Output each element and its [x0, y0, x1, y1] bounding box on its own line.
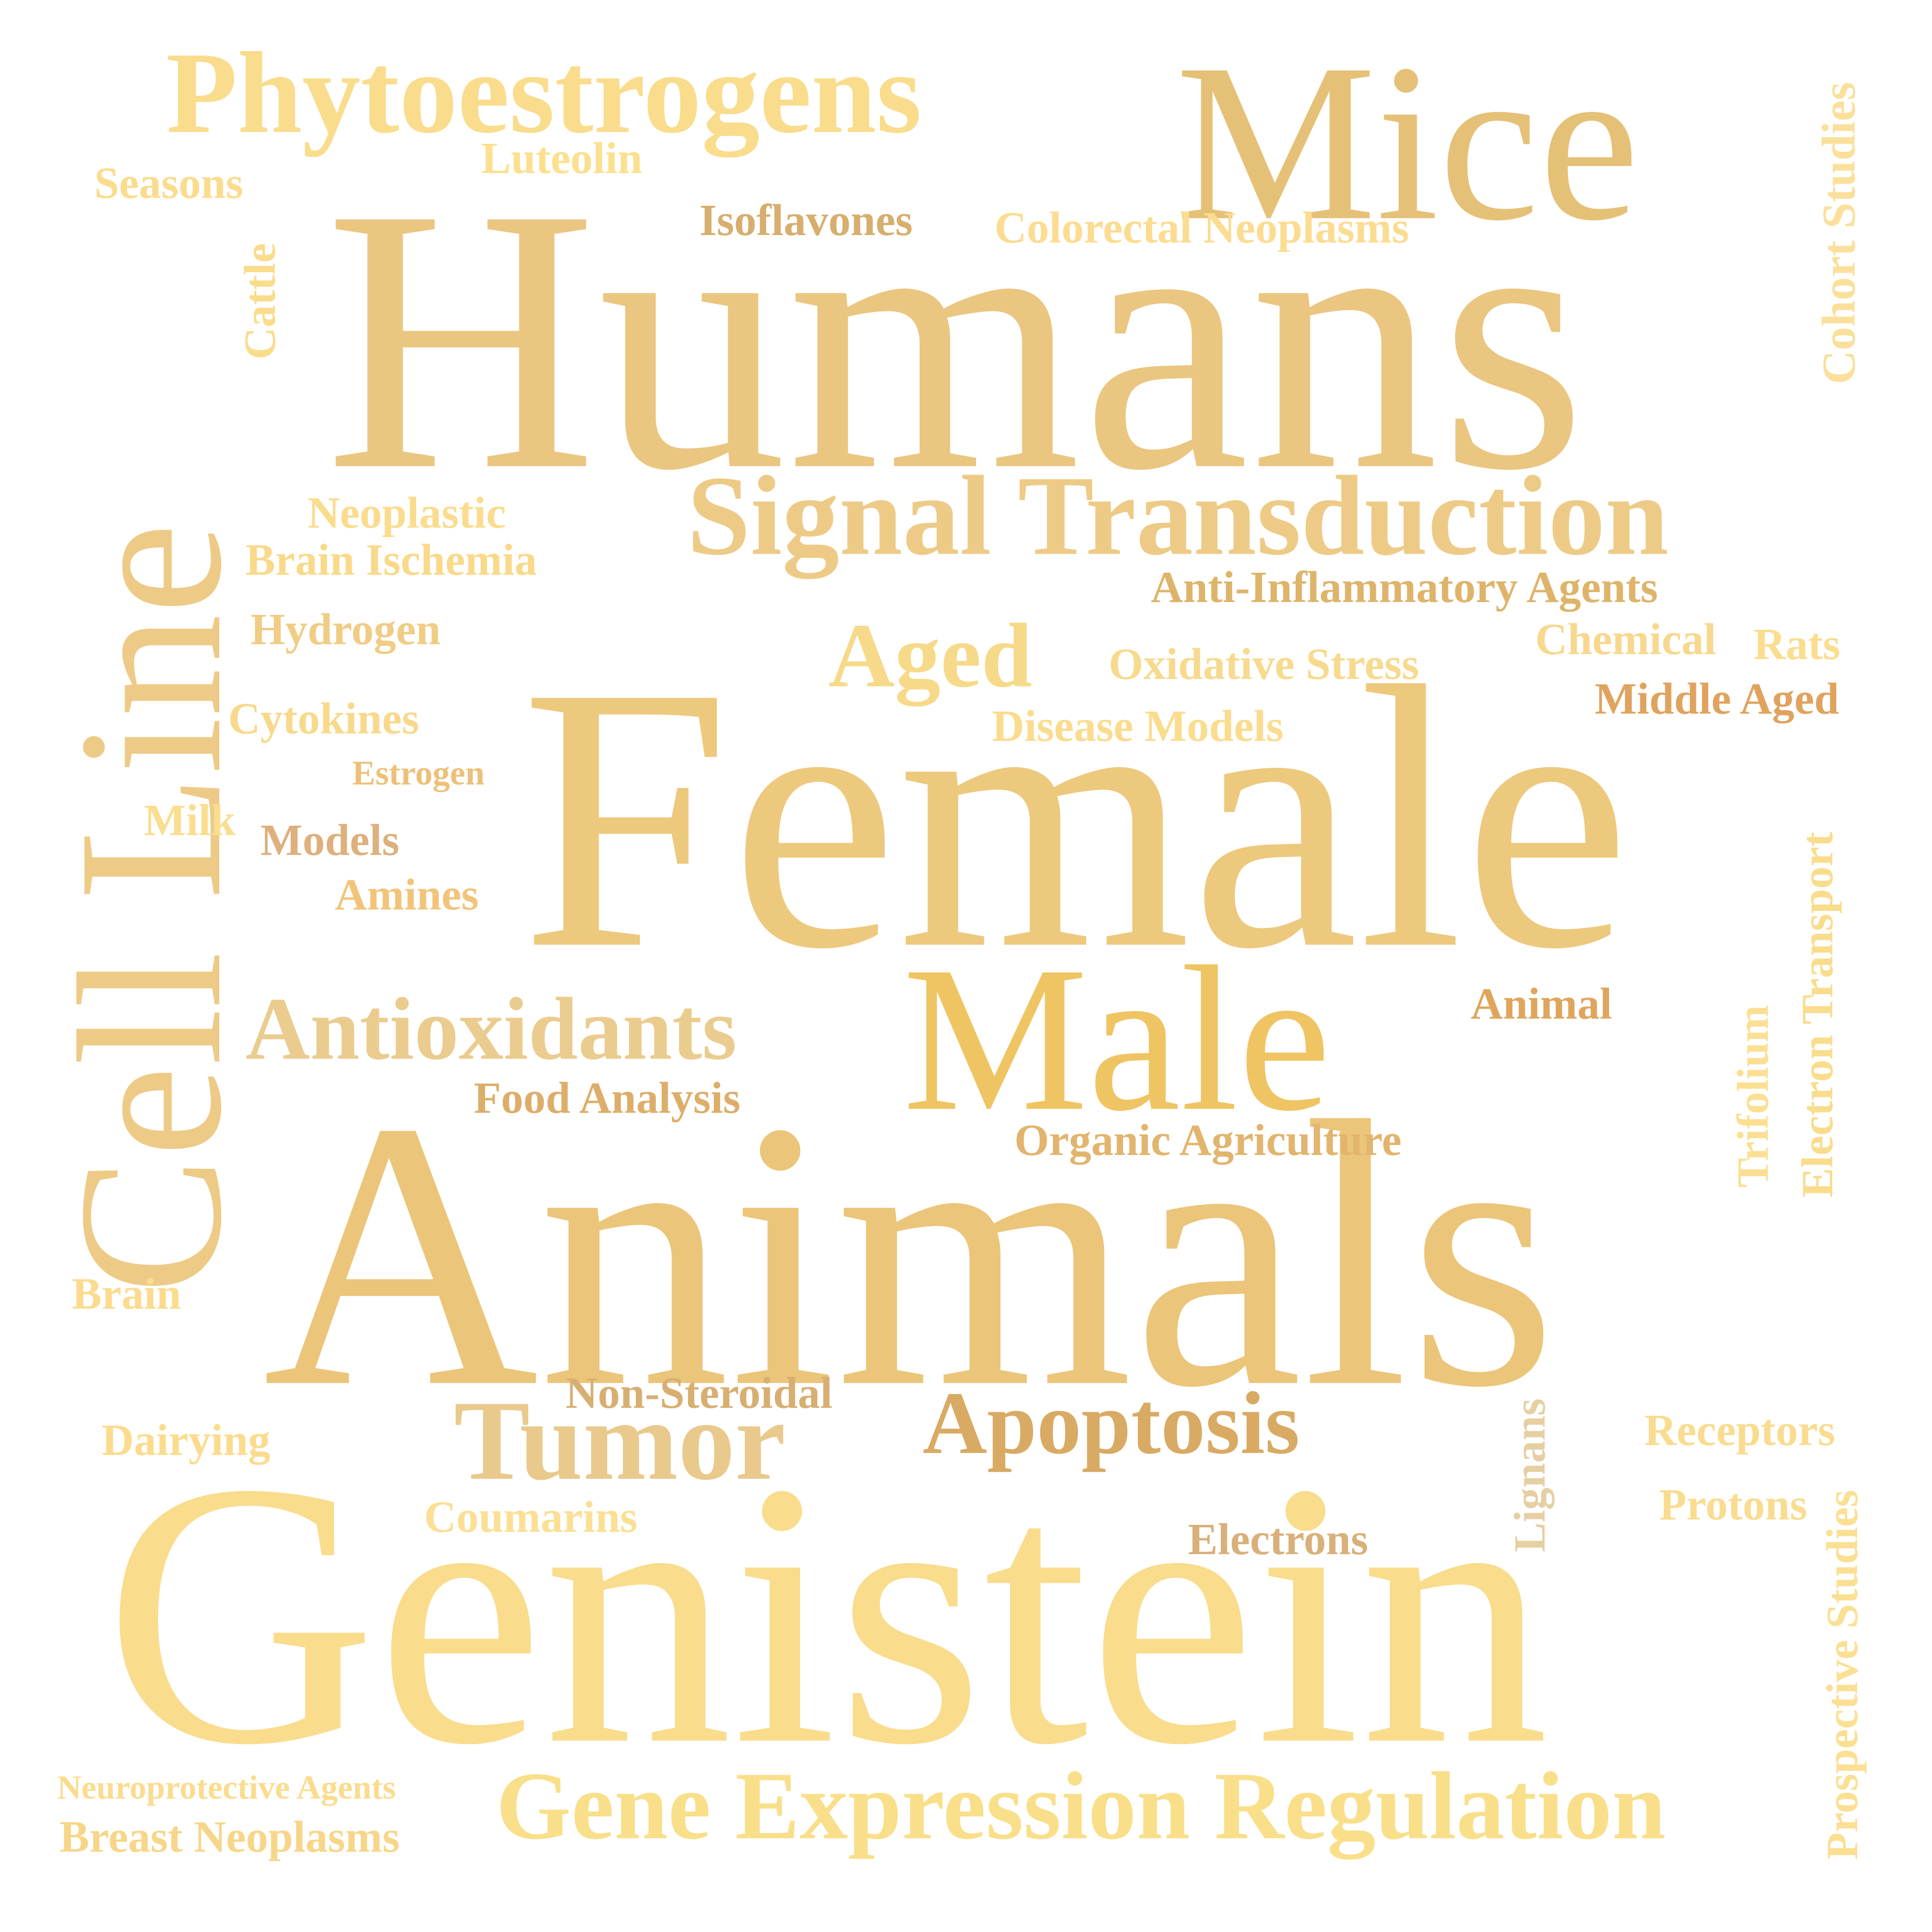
word-organic-agriculture: Organic Agriculture	[1014, 1116, 1402, 1165]
word-milk: Milk	[144, 796, 236, 845]
word-dairying: Dairying	[102, 1416, 271, 1465]
word-middle-aged: Middle Aged	[1595, 674, 1839, 724]
word-electrons: Electrons	[1188, 1515, 1369, 1564]
word-neuroprotective-agents: Neuroprotective Agents	[57, 1768, 396, 1806]
word-apoptosis: Apoptosis	[923, 1374, 1300, 1472]
word-animals: Animals	[263, 1043, 1558, 1466]
word-anti-inflammatory-agents: Anti-Inflammatory Agents	[1151, 563, 1658, 612]
word-hydrogen: Hydrogen	[250, 605, 441, 654]
word-lignans: Lignans	[1505, 1398, 1555, 1552]
word-models: Models	[260, 816, 399, 865]
word-animal: Animal	[1471, 979, 1613, 1028]
word-brain: Brain	[72, 1269, 182, 1319]
word-coumarins: Coumarins	[424, 1493, 638, 1542]
word-neoplastic: Neoplastic	[308, 488, 506, 538]
word-cytokines: Cytokines	[228, 694, 420, 743]
word-trifolium: Trifolium	[1729, 1005, 1778, 1188]
word-receptors: Receptors	[1644, 1406, 1835, 1455]
word-phytoestrogens: Phytoestrogens	[166, 28, 922, 157]
word-colorectal-neoplasms: Colorectal Neoplasms	[995, 203, 1409, 252]
word-oxidative-stress: Oxidative Stress	[1109, 640, 1419, 689]
word-prospective-studies: Prospective Studies	[1818, 1490, 1867, 1860]
word-genistein: Genistein	[104, 1405, 1549, 1822]
word-luteolin: Luteolin	[481, 134, 643, 183]
word-electron-transport: Electron Transport	[1793, 832, 1842, 1198]
word-antioxidants: Antioxidants	[246, 979, 737, 1078]
word-tumor: Tumor	[454, 1377, 786, 1504]
word-signal-transduction: Signal Transduction	[687, 452, 1669, 579]
word-female: Female	[521, 609, 1630, 1026]
word-cattle: Cattle	[236, 243, 285, 360]
word-aged: Aged	[828, 605, 1033, 707]
word-disease-models: Disease Models	[992, 702, 1284, 751]
word-non-steroidal: Non-Steroidal	[565, 1369, 833, 1418]
word-humans: Humans	[325, 131, 1588, 548]
word-brain-ischemia: Brain Ischemia	[246, 536, 537, 585]
word-estrogen: Estrogen	[352, 754, 485, 792]
word-cohort-studies: Cohort Studies	[1812, 82, 1865, 384]
word-male: Male	[903, 923, 1331, 1154]
word-protons: Protons	[1659, 1480, 1807, 1529]
word-amines: Amines	[335, 870, 479, 919]
word-gene-expression-regulation: Gene Expression Regulation	[496, 1752, 1666, 1860]
word-seasons: Seasons	[94, 159, 244, 208]
word-mice: Mice	[1176, 18, 1639, 267]
word-isoflavones: Isoflavones	[699, 196, 913, 245]
word-cell-line: Cell Line	[36, 523, 264, 1294]
word-breast-neoplasms: Breast Neoplasms	[60, 1812, 400, 1862]
word-food-analysis: Food Analysis	[474, 1074, 741, 1123]
word-chemical: Chemical	[1535, 615, 1716, 664]
word-rats: Rats	[1753, 620, 1840, 669]
